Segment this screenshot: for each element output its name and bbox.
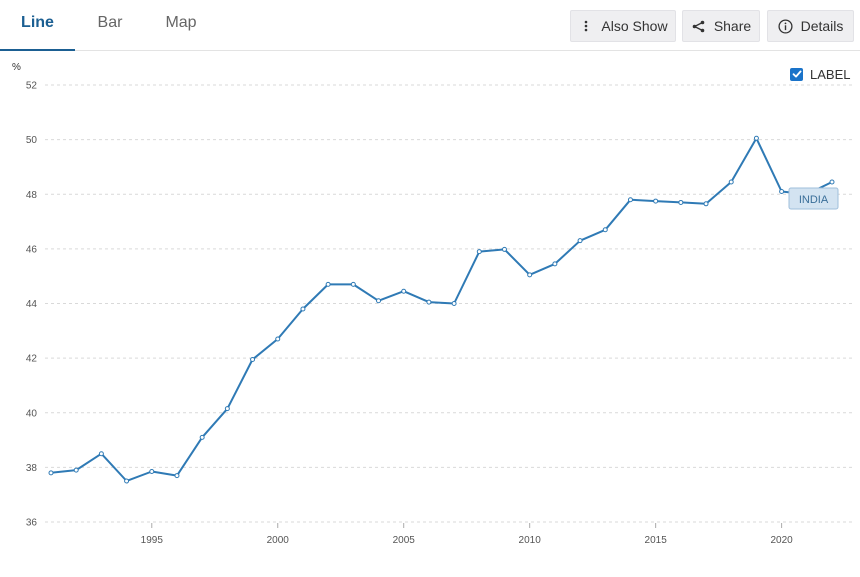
x-tick-label: 2005: [393, 535, 416, 546]
data-point: [678, 199, 684, 205]
data-point: [627, 197, 633, 203]
info-icon: [778, 18, 794, 34]
data-point: [250, 356, 256, 362]
y-tick-label: 36: [26, 518, 38, 529]
data-point: [703, 201, 709, 207]
tab-line-label: Line: [21, 14, 54, 31]
data-point: [73, 467, 79, 473]
x-tick-label: 2000: [267, 535, 290, 546]
share-button[interactable]: Share: [682, 10, 760, 42]
view-tab-bar: Line Bar Map Also Show Share Details: [0, 0, 860, 51]
y-tick-label: 50: [26, 135, 38, 146]
details-label: Details: [800, 18, 844, 34]
tab-bar-label: Bar: [97, 14, 123, 31]
y-tick-label: 38: [26, 463, 38, 474]
x-tick-label: 2015: [645, 535, 668, 546]
data-point: [829, 179, 835, 185]
y-tick-label: 52: [26, 81, 38, 92]
label-toggle[interactable]: LABEL: [790, 66, 850, 82]
also-show-label: Also Show: [601, 18, 668, 34]
x-tick-label: 1995: [141, 535, 164, 546]
data-point: [275, 336, 281, 342]
data-point: [325, 281, 331, 287]
data-point: [779, 189, 785, 195]
data-point: [527, 272, 533, 278]
also-show-button[interactable]: Also Show: [570, 10, 676, 42]
y-tick-label: 44: [26, 299, 38, 310]
x-tick-label: 2010: [519, 535, 542, 546]
data-point: [376, 298, 382, 304]
data-point: [174, 473, 180, 479]
series-label-box: [788, 187, 839, 210]
x-tick-label: 2020: [770, 535, 793, 546]
y-tick-label: 40: [26, 408, 38, 419]
data-point: [426, 299, 432, 305]
data-point: [753, 135, 759, 141]
data-point: [98, 451, 104, 457]
data-point: [199, 434, 205, 440]
details-button[interactable]: Details: [767, 10, 854, 42]
data-point: [653, 198, 659, 204]
share-label: Share: [713, 18, 752, 34]
tab-line[interactable]: Line: [0, 0, 75, 51]
data-point: [350, 281, 356, 287]
tab-map[interactable]: Map: [158, 0, 204, 51]
data-point: [552, 261, 558, 267]
data-point: [476, 249, 482, 255]
data-point: [401, 288, 407, 294]
label-toggle-text: LABEL: [810, 66, 851, 82]
series-line: [50, 137, 833, 482]
data-point: [224, 406, 230, 412]
data-point: [501, 246, 507, 252]
label-checkbox[interactable]: [790, 67, 803, 81]
data-point: [577, 238, 583, 244]
y-axis-unit: %: [12, 62, 21, 73]
tab-map-label: Map: [165, 14, 197, 31]
active-tab-indicator: [0, 49, 75, 51]
data-point: [451, 301, 457, 306]
y-tick-label: 42: [26, 354, 38, 365]
vertical-dots-icon: [578, 18, 594, 34]
y-tick-label: 48: [26, 190, 38, 201]
tab-bar[interactable]: Bar: [88, 0, 132, 51]
data-point: [728, 179, 734, 185]
share-icon: [691, 18, 707, 34]
data-point: [300, 306, 306, 312]
data-point: [124, 478, 130, 484]
series-label: INDIA: [799, 194, 829, 206]
data-point: [48, 470, 54, 476]
y-tick-label: 46: [26, 244, 38, 255]
data-point: [149, 468, 155, 474]
data-point: [602, 227, 608, 233]
